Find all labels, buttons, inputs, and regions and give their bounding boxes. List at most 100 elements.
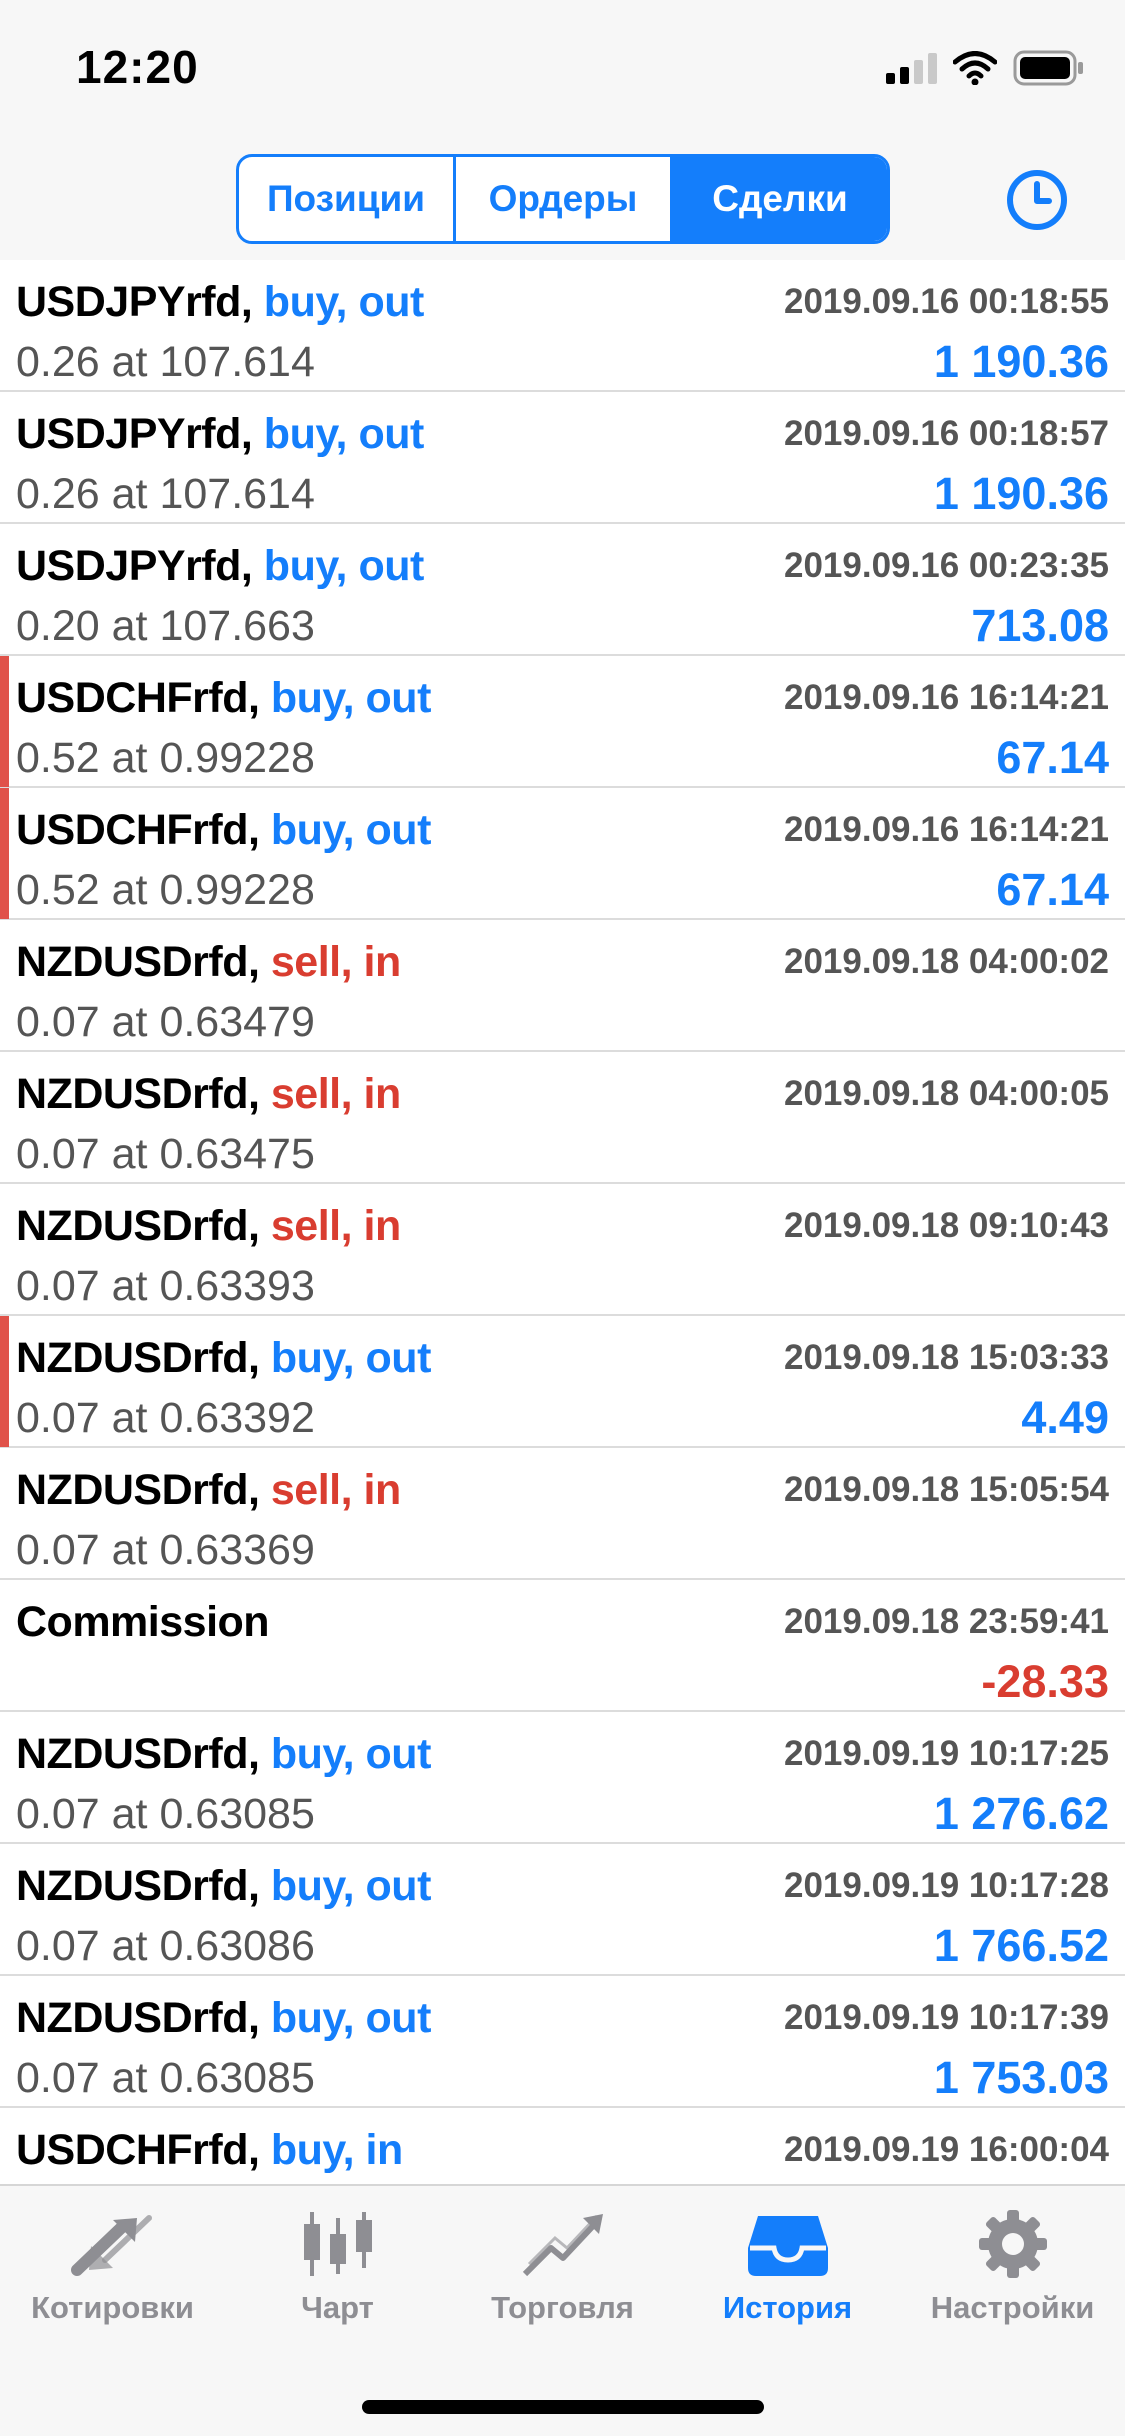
deal-symbol: USDJPYrfd, [16,278,253,326]
deal-volume-price: 0.07 at 0.63085 [16,2054,315,2102]
wifi-icon [953,51,997,85]
status-bar: 12:20 [0,0,1125,130]
deal-side: buy, out [263,278,425,326]
deal-side: buy, out [263,542,425,590]
deal-side: buy, out [270,1334,432,1382]
deal-symbol: USDCHFrfd, [16,674,260,722]
deal-row[interactable]: USDCHFrfd, buy, in 2019.09.19 16:00:04 [0,2108,1125,2184]
deal-time: 2019.09.16 00:23:35 [784,546,1109,585]
deal-time: 2019.09.16 16:14:21 [784,678,1109,717]
segment-deals[interactable]: Сделки [673,157,887,241]
deal-time: 2019.09.19 16:00:04 [784,2130,1109,2169]
deal-row[interactable]: NZDUSDrfd, buy, out 2019.09.18 15:03:33 0.… [0,1316,1125,1448]
deal-row[interactable]: USDCHFrfd, buy, out 2019.09.16 16:14:21 0.… [0,788,1125,920]
deal-time: 2019.09.19 10:17:28 [784,1866,1109,1905]
deal-title: NZDUSDrfd, sell, in [16,1202,401,1251]
deal-symbol: USDCHFrfd, [16,806,260,854]
deal-title: NZDUSDrfd, buy, out [16,1334,431,1383]
battery-icon [1013,50,1083,86]
deal-title: NZDUSDrfd, sell, in [16,1070,401,1119]
deal-side: sell, in [270,938,401,986]
deal-time: 2019.09.18 09:10:43 [784,1206,1109,1245]
nav-bar: Позиции Ордеры Сделки [0,130,1125,260]
deal-side: buy, out [270,1862,432,1910]
deal-row[interactable]: NZDUSDrfd, sell, in 2019.09.18 04:00:05 0.… [0,1052,1125,1184]
deal-volume-price: 0.07 at 0.63085 [16,1790,315,1838]
deal-row[interactable]: NZDUSDrfd, sell, in 2019.09.18 09:10:43 0.… [0,1184,1125,1316]
deal-volume-price: 0.20 at 107.663 [16,602,315,650]
deal-row[interactable]: Commission 2019.09.18 23:59:41 -28.33 [0,1580,1125,1712]
deal-row[interactable]: NZDUSDrfd, buy, out 2019.09.19 10:17:39 0.… [0,1976,1125,2108]
tab-label: История [722,2290,853,2325]
chart-icon [225,2208,450,2280]
deal-profit: 4.49 [1021,1392,1109,1443]
deal-title: NZDUSDrfd, buy, out [16,1730,431,1779]
deal-volume-price: 0.07 at 0.63392 [16,1394,315,1442]
deal-profit: 1 190.36 [933,468,1109,519]
deal-symbol: NZDUSDrfd, [16,1730,260,1778]
deal-marker [0,656,9,787]
deal-time: 2019.09.18 15:05:54 [784,1470,1109,1509]
deal-side: sell, in [270,1202,401,1250]
deal-symbol: USDJPYrfd, [16,542,253,590]
deal-side: sell, in [270,1070,401,1118]
deal-row[interactable]: NZDUSDrfd, sell, in 2019.09.18 04:00:02 0.… [0,920,1125,1052]
deal-volume-price: 0.52 at 0.99228 [16,866,315,914]
deal-title: NZDUSDrfd, buy, out [16,1862,431,1911]
deal-symbol: NZDUSDrfd, [16,1862,260,1910]
deal-title: USDJPYrfd, buy, out [16,410,424,459]
deal-symbol: NZDUSDrfd, [16,1994,260,2042]
segment-positions[interactable]: Позиции [239,157,456,241]
deal-time: 2019.09.18 04:00:02 [784,942,1109,981]
deal-side: buy, in [270,2126,403,2174]
tab-chart[interactable]: Чарт [225,2208,450,2358]
deal-title: USDJPYrfd, buy, out [16,542,424,591]
deal-side: buy, out [270,806,432,854]
deal-profit: 713.08 [971,600,1109,651]
deal-time: 2019.09.19 10:17:25 [784,1734,1109,1773]
deal-symbol: NZDUSDrfd, [16,1334,260,1382]
deal-volume-price: 0.07 at 0.63393 [16,1262,315,1310]
tab-label: Торговля [491,2290,634,2325]
deal-side: buy, out [270,1730,432,1778]
deal-row[interactable]: NZDUSDrfd, buy, out 2019.09.19 10:17:28 0.… [0,1844,1125,1976]
tab-label: Чарт [301,2290,374,2325]
deal-volume-price: 0.07 at 0.63086 [16,1922,315,1970]
deal-row[interactable]: USDJPYrfd, buy, out 2019.09.16 00:23:35 0.… [0,524,1125,656]
deal-profit: 67.14 [996,864,1109,915]
deal-time: 2019.09.18 04:00:05 [784,1074,1109,1113]
deal-symbol: NZDUSDrfd, [16,1070,260,1118]
deal-title: USDJPYrfd, buy, out [16,278,424,327]
deal-profit: 1 190.36 [933,336,1109,387]
status-time: 12:20 [76,41,199,93]
deal-row[interactable]: USDCHFrfd, buy, out 2019.09.16 16:14:21 0.… [0,656,1125,788]
deal-volume-price: 0.26 at 107.614 [16,338,315,386]
deal-title: NZDUSDrfd, sell, in [16,1466,401,1515]
deal-time: 2019.09.18 23:59:41 [784,1602,1109,1641]
deal-row[interactable]: USDJPYrfd, buy, out 2019.09.16 00:18:55 0.… [0,260,1125,392]
tab-settings[interactable]: Настройки [900,2208,1125,2358]
tab-trade[interactable]: Торговля [450,2208,675,2358]
deal-profit: 67.14 [996,732,1109,783]
tab-label: Настройки [930,2290,1095,2325]
deal-volume-price: 0.07 at 0.63475 [16,1130,315,1178]
deal-title: USDCHFrfd, buy, out [16,806,431,855]
deal-title: Commission [16,1598,270,1647]
trade-icon [450,2208,675,2280]
deal-time: 2019.09.16 00:18:57 [784,414,1109,453]
home-indicator[interactable] [362,2400,764,2414]
deal-profit: 1 753.03 [933,2052,1109,2103]
segmented-control: Позиции Ордеры Сделки [236,154,890,244]
deal-time: 2019.09.16 16:14:21 [784,810,1109,849]
deal-row[interactable]: NZDUSDrfd, sell, in 2019.09.18 15:05:54 0.… [0,1448,1125,1580]
deal-title: USDCHFrfd, buy, out [16,674,431,723]
tab-quotes[interactable]: Котировки [0,2208,225,2358]
tab-history[interactable]: История [675,2208,900,2358]
clock-icon[interactable] [1005,168,1069,232]
segment-orders[interactable]: Ордеры [456,157,673,241]
deal-row[interactable]: USDJPYrfd, buy, out 2019.09.16 00:18:57 0.… [0,392,1125,524]
deal-side: buy, out [270,674,432,722]
deal-row[interactable]: NZDUSDrfd, buy, out 2019.09.19 10:17:25 0.… [0,1712,1125,1844]
